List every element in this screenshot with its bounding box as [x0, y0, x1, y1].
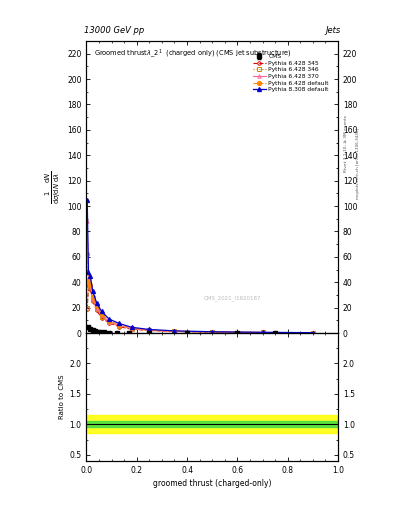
- Pythia 6.428 default: [260, 329, 265, 335]
- Y-axis label: Ratio to CMS: Ratio to CMS: [59, 375, 65, 419]
- Pythia 6.428 346: [310, 330, 315, 336]
- Pythia 8.308 default: [88, 273, 93, 279]
- Pythia 6.428 346: [147, 327, 152, 333]
- Pythia 6.428 345: [129, 326, 134, 332]
- Pythia 6.428 default: [129, 325, 134, 331]
- Pythia 6.428 default: [88, 282, 93, 288]
- Pythia 6.428 345: [210, 329, 215, 335]
- Text: 13000 GeV pp: 13000 GeV pp: [84, 26, 144, 35]
- Pythia 6.428 345: [85, 306, 90, 312]
- Text: Jets: Jets: [325, 26, 340, 35]
- Pythia 6.428 370: [129, 326, 134, 332]
- Pythia 6.428 345: [86, 282, 91, 288]
- Line: Pythia 6.428 345: Pythia 6.428 345: [86, 283, 314, 334]
- Pythia 8.308 default: [94, 300, 99, 306]
- Pythia 6.428 346: [107, 319, 112, 325]
- Pythia 6.428 370: [260, 329, 265, 335]
- Pythia 6.428 default: [85, 251, 90, 258]
- Pythia 6.428 370: [172, 328, 177, 334]
- Pythia 6.428 345: [310, 330, 315, 336]
- X-axis label: groomed thrust (charged-only): groomed thrust (charged-only): [153, 479, 272, 488]
- Pythia 6.428 370: [117, 323, 121, 329]
- Pythia 6.428 370: [85, 218, 90, 224]
- Pythia 6.428 345: [107, 320, 112, 326]
- Pythia 8.308 default: [172, 328, 177, 334]
- Pythia 6.428 346: [85, 305, 90, 311]
- Pythia 6.428 346: [88, 284, 93, 290]
- Y-axis label: $\frac{1}{\mathrm{d}\sigma/\mathrm{d}N}\frac{\mathrm{d}N}{\mathrm{d}\lambda}$: $\frac{1}{\mathrm{d}\sigma/\mathrm{d}N}\…: [43, 170, 63, 203]
- Pythia 6.428 346: [86, 281, 91, 287]
- Line: Pythia 6.428 370: Pythia 6.428 370: [86, 220, 314, 334]
- Pythia 6.428 345: [94, 307, 99, 313]
- Pythia 6.428 default: [117, 322, 121, 328]
- Pythia 6.428 370: [210, 329, 215, 335]
- Pythia 8.308 default: [129, 324, 134, 330]
- Pythia 6.428 default: [86, 276, 91, 283]
- Line: Pythia 6.428 default: Pythia 6.428 default: [85, 252, 315, 335]
- Legend: CMS, Pythia 6.428 345, Pythia 6.428 346, Pythia 6.428 370, Pythia 6.428 default,: CMS, Pythia 6.428 345, Pythia 6.428 346,…: [252, 53, 330, 94]
- Pythia 6.428 346: [90, 297, 95, 303]
- Pythia 8.308 default: [310, 330, 315, 336]
- Pythia 6.428 345: [88, 286, 93, 292]
- Pythia 6.428 345: [172, 328, 177, 334]
- Text: Groomed thrust$\lambda\_2^1$  (charged only) (CMS jet substructure): Groomed thrust$\lambda\_2^1$ (charged on…: [94, 47, 292, 59]
- Pythia 6.428 370: [310, 330, 315, 336]
- Pythia 8.308 default: [85, 197, 90, 203]
- Pythia 6.428 345: [90, 298, 95, 304]
- Pythia 6.428 default: [147, 327, 152, 333]
- Pythia 6.428 345: [117, 324, 121, 330]
- Pythia 6.428 370: [94, 305, 99, 311]
- Pythia 6.428 346: [99, 313, 104, 319]
- Pythia 8.308 default: [99, 308, 104, 314]
- Pythia 6.428 370: [107, 318, 112, 325]
- Pythia 8.308 default: [210, 329, 215, 335]
- Pythia 6.428 346: [260, 329, 265, 335]
- Line: Pythia 6.428 346: Pythia 6.428 346: [86, 282, 314, 334]
- Pythia 6.428 default: [99, 311, 104, 317]
- Pythia 8.308 default: [90, 288, 95, 294]
- Pythia 6.428 345: [99, 315, 104, 321]
- Text: CMS_2021_I1920187: CMS_2021_I1920187: [204, 295, 261, 301]
- Pythia 8.308 default: [260, 329, 265, 335]
- Pythia 6.428 346: [94, 306, 99, 312]
- Pythia 6.428 default: [90, 294, 95, 301]
- Text: Rivet 3.1.10, ≥ 3M events: Rivet 3.1.10, ≥ 3M events: [344, 115, 348, 172]
- Pythia 8.308 default: [107, 316, 112, 322]
- Pythia 6.428 default: [172, 328, 177, 334]
- Pythia 6.428 default: [210, 329, 215, 335]
- Pythia 6.428 346: [210, 329, 215, 335]
- Pythia 6.428 346: [172, 328, 177, 334]
- Pythia 6.428 default: [107, 318, 112, 324]
- Pythia 6.428 370: [99, 312, 104, 318]
- Pythia 8.308 default: [117, 321, 121, 327]
- Text: mcplots.cern.ch [arXiv:1306.3436]: mcplots.cern.ch [arXiv:1306.3436]: [356, 129, 360, 199]
- Pythia 6.428 346: [129, 326, 134, 332]
- Pythia 6.428 346: [117, 323, 121, 329]
- Pythia 8.308 default: [86, 269, 91, 275]
- Pythia 6.428 370: [88, 283, 93, 289]
- Pythia 6.428 370: [90, 295, 95, 302]
- Pythia 6.428 370: [147, 327, 152, 333]
- Pythia 6.428 default: [310, 330, 315, 336]
- Pythia 6.428 345: [147, 327, 152, 333]
- Line: Pythia 8.308 default: Pythia 8.308 default: [85, 198, 315, 335]
- Pythia 6.428 370: [86, 279, 91, 285]
- Pythia 6.428 default: [94, 303, 99, 309]
- Pythia 6.428 345: [260, 329, 265, 335]
- Pythia 8.308 default: [147, 326, 152, 332]
